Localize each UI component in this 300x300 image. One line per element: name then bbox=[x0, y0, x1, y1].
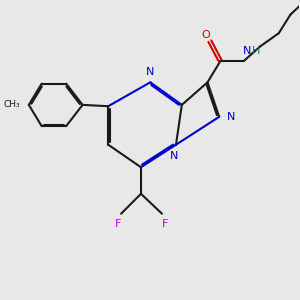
Text: N: N bbox=[242, 46, 251, 56]
Text: H: H bbox=[252, 46, 260, 56]
Text: N: N bbox=[146, 67, 154, 77]
Text: N: N bbox=[226, 112, 235, 122]
Text: CH₃: CH₃ bbox=[3, 100, 20, 109]
Text: N: N bbox=[169, 151, 178, 161]
Text: F: F bbox=[115, 219, 122, 229]
Text: O: O bbox=[201, 30, 210, 40]
Text: F: F bbox=[162, 219, 168, 229]
